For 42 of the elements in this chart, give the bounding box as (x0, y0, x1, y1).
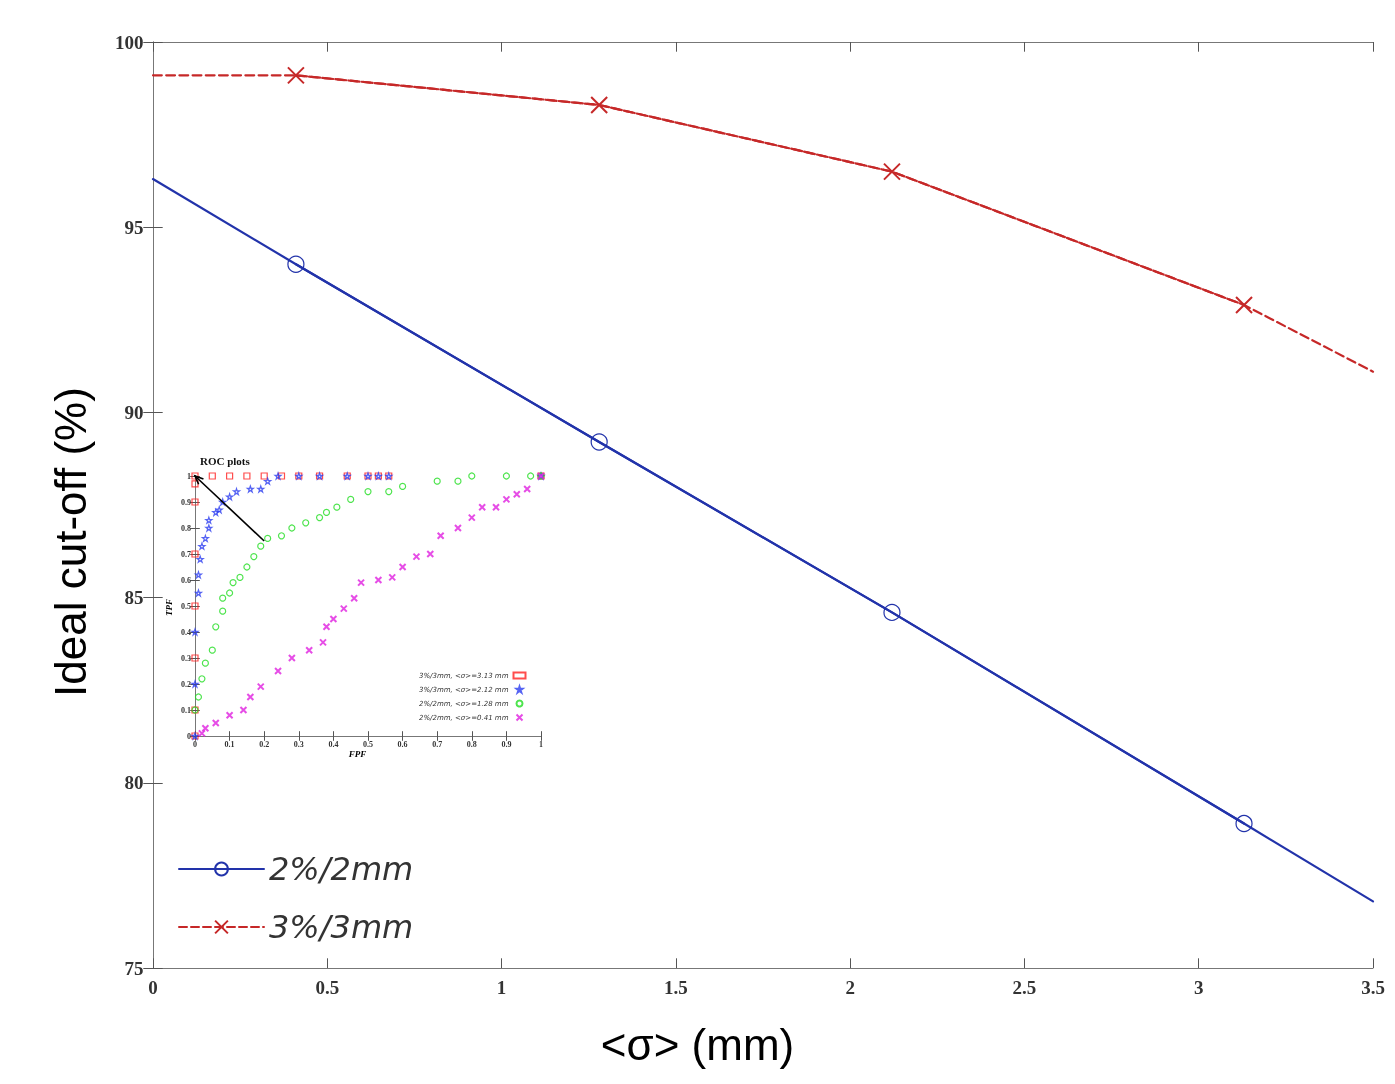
y-tick-label: 80 (124, 772, 144, 794)
x-tick-label: 3 (1193, 976, 1204, 998)
y-tick-label: 0.3 (181, 653, 191, 663)
x-tick-label: 3.5 (1361, 976, 1385, 998)
y-tick-label: 95 (124, 216, 144, 238)
x-axis-title: FPF (347, 748, 367, 759)
x-tick-label: 0.9 (501, 739, 512, 749)
legend-label: 3%/3mm (269, 908, 414, 946)
y-tick-label: 0 (187, 731, 191, 741)
x-tick-label: 2 (845, 976, 855, 998)
x-tick-label: 0.4 (328, 739, 339, 749)
y-tick-label: 0.4 (181, 627, 191, 637)
y-tick-label: 0.8 (181, 523, 191, 533)
y-tick-label: 100 (115, 31, 144, 53)
y-tick-label: 0.1 (181, 705, 191, 715)
y-tick-label: 0.7 (181, 549, 191, 559)
x-tick-label: 1 (496, 976, 507, 998)
x-tick-label: 0.5 (315, 976, 340, 998)
x-tick-label: 1.5 (663, 976, 688, 998)
y-tick-label: 90 (124, 401, 144, 423)
y-tick-label: 85 (124, 587, 144, 609)
y-tick-label: 0.6 (181, 575, 191, 585)
y-tick-label: 0.9 (181, 497, 191, 507)
x-tick-label: 0.5 (363, 739, 373, 749)
x-tick-label: 0.2 (259, 739, 270, 749)
y-tick-label: 1 (187, 471, 191, 481)
y-tick-label: 75 (124, 957, 144, 979)
y-axis-title: TPF (163, 599, 174, 616)
x-axis-title: <σ> (mm) (600, 1019, 795, 1069)
x-tick-label: 0.7 (432, 739, 443, 749)
x-tick-label: 2.5 (1012, 976, 1037, 998)
chart-title: ROC plots (200, 454, 251, 467)
x-tick-label: 0.1 (224, 739, 235, 749)
y-axis-title: Ideal cut-off (%) (45, 387, 95, 697)
x-tick-label: 1 (539, 739, 543, 749)
y-tick-label: 0.5 (181, 601, 191, 611)
y-tick-label: 0.2 (181, 679, 191, 689)
legend-label: 2%/2mm (269, 850, 414, 888)
x-tick-label: 0.6 (397, 739, 408, 749)
x-tick-label: 0.3 (293, 739, 304, 749)
x-tick-label: 0.8 (466, 739, 477, 749)
x-tick-label: 0 (148, 976, 158, 998)
